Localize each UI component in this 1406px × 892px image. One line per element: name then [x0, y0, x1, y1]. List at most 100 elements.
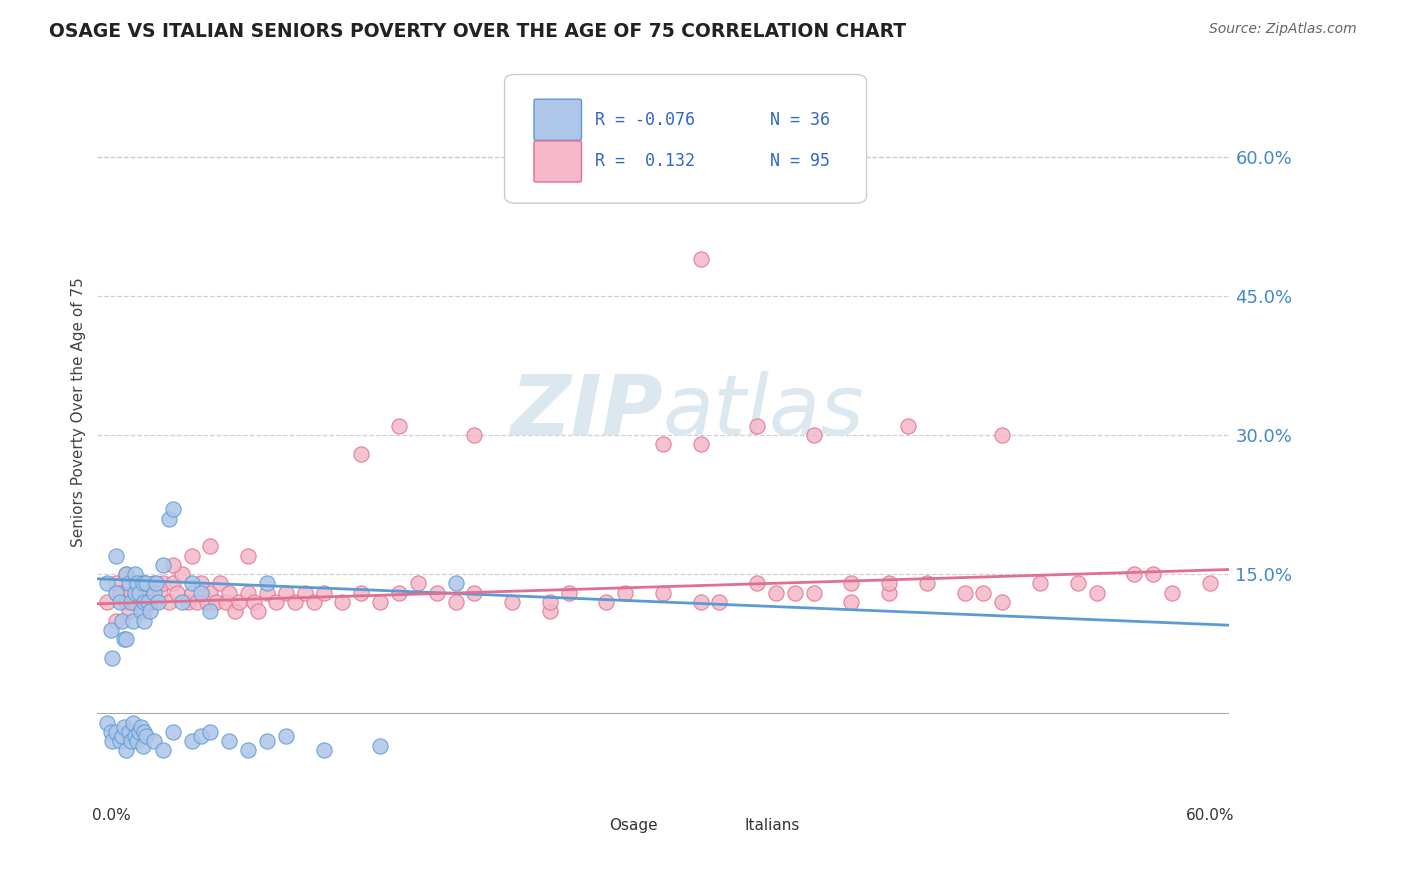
Point [689, 595, 711, 609]
Point [108, 595, 131, 609]
Point [689, 252, 711, 266]
Point [105, 724, 128, 739]
Point [134, 614, 156, 628]
Point [96, 715, 118, 730]
Point [162, 576, 184, 591]
FancyBboxPatch shape [505, 75, 866, 203]
Point [180, 585, 202, 599]
Point [134, 595, 156, 609]
Point [96, 595, 118, 609]
Point [125, 734, 148, 748]
Point [129, 720, 152, 734]
Point [172, 595, 194, 609]
Point [162, 724, 184, 739]
Point [114, 743, 136, 757]
Point [783, 585, 806, 599]
Point [953, 585, 976, 599]
Text: ZIP: ZIP [510, 371, 664, 452]
Point [214, 595, 236, 609]
Point [142, 585, 165, 599]
Point [218, 734, 240, 748]
Point [100, 623, 122, 637]
Point [224, 604, 246, 618]
Point [114, 632, 136, 646]
Point [274, 730, 297, 744]
Point [96, 576, 118, 591]
Point [841, 595, 863, 609]
Point [148, 585, 170, 599]
Point [118, 576, 141, 591]
Text: Source: ZipAtlas.com: Source: ZipAtlas.com [1209, 22, 1357, 37]
Point [444, 595, 467, 609]
Point [426, 585, 449, 599]
Point [134, 604, 156, 618]
Point [172, 567, 194, 582]
Point [124, 576, 146, 591]
Point [877, 585, 900, 599]
Point [246, 604, 269, 618]
Y-axis label: Seniors Poverty Over the Age of 75: Seniors Poverty Over the Age of 75 [72, 277, 86, 547]
Point [114, 595, 136, 609]
Point [124, 730, 146, 744]
Text: atlas: atlas [664, 371, 865, 452]
Text: N = 36: N = 36 [770, 111, 831, 128]
Point [105, 576, 128, 591]
Point [100, 724, 122, 739]
Point [108, 585, 131, 599]
Point [134, 724, 156, 739]
Point [128, 724, 150, 739]
Point [112, 720, 135, 734]
Point [228, 595, 250, 609]
Point [991, 428, 1014, 442]
Point [111, 614, 134, 628]
Point [614, 585, 637, 599]
Point [190, 576, 212, 591]
Point [136, 595, 159, 609]
Point [166, 585, 188, 599]
Point [111, 730, 134, 744]
FancyBboxPatch shape [700, 811, 738, 841]
Point [129, 595, 152, 609]
Point [157, 511, 180, 525]
Point [190, 730, 212, 744]
Point [1161, 585, 1184, 599]
Point [689, 437, 711, 451]
Point [142, 576, 165, 591]
Point [101, 650, 124, 665]
Point [350, 447, 373, 461]
Point [841, 576, 863, 591]
Point [131, 576, 153, 591]
Point [368, 595, 391, 609]
Point [312, 743, 335, 757]
Point [152, 558, 174, 572]
Point [105, 549, 128, 563]
Point [139, 604, 162, 618]
Point [877, 576, 900, 591]
Point [538, 595, 561, 609]
Text: Italians: Italians [744, 818, 800, 833]
Point [125, 576, 148, 591]
Point [157, 595, 180, 609]
Point [124, 595, 146, 609]
Point [139, 595, 162, 609]
Point [177, 595, 200, 609]
Point [101, 734, 124, 748]
Point [152, 576, 174, 591]
Point [145, 576, 167, 591]
Point [595, 595, 617, 609]
Point [180, 549, 202, 563]
Point [105, 585, 128, 599]
Point [128, 585, 150, 599]
Text: R =  0.132: R = 0.132 [595, 153, 695, 170]
Point [256, 585, 278, 599]
Point [238, 743, 260, 757]
Point [897, 418, 920, 433]
Point [1029, 576, 1052, 591]
Point [118, 604, 141, 618]
Point [765, 585, 787, 599]
Point [135, 576, 157, 591]
Point [256, 734, 278, 748]
Point [146, 595, 169, 609]
FancyBboxPatch shape [534, 99, 582, 140]
Point [501, 595, 523, 609]
